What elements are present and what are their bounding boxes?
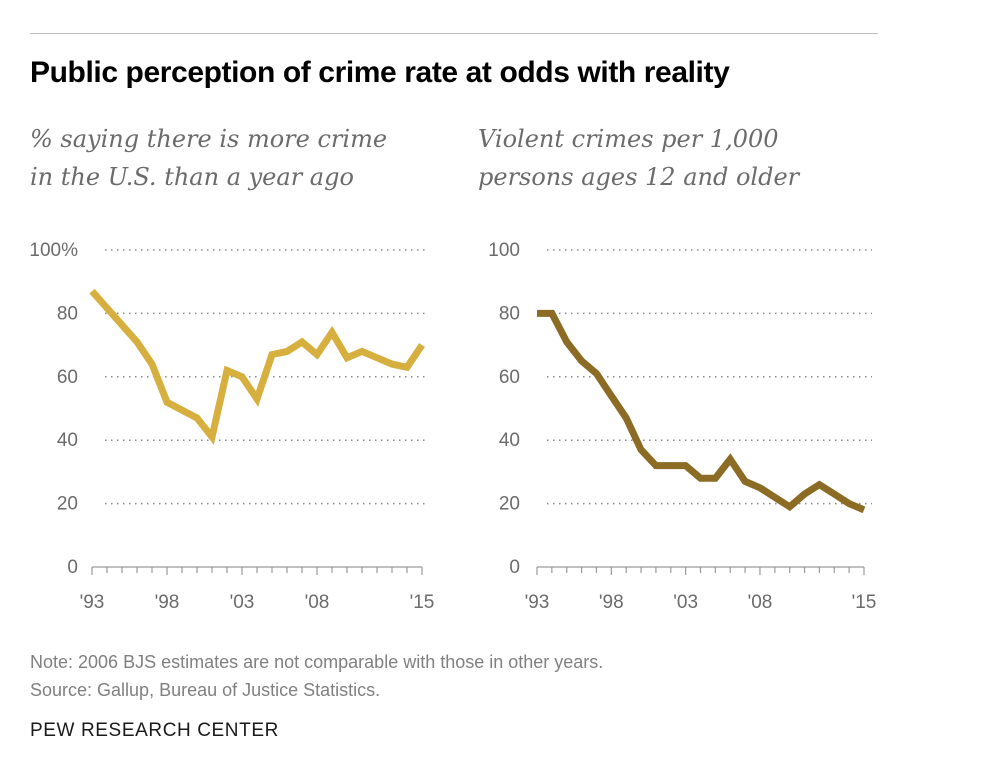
right-x-tick-label-1998: '98 [599,592,624,613]
top-rule [30,33,878,34]
left-x-tick-label-2003: '03 [230,592,255,613]
left-y-tick-label-60: 60 [57,367,78,388]
left-series-line-0 [89,288,425,445]
right-subtitle-line-2: persons ages 12 and older [478,163,800,191]
left-x-tick-label-2008: '08 [305,592,330,613]
right-subtitle-line-1: Violent crimes per 1,000 [478,125,779,153]
charts-canvas: 0 20 40 60 80 100% '93 '98 '03 '08 '15 0 20 40 60 80 100… [29,240,877,613]
left-y-tick-label-0: 0 [67,557,78,578]
footnote: Note: 2006 BJS estimates are not compara… [30,648,603,704]
left-x-tick-label-2015: '15 [410,592,435,613]
left-y-tick-label-40: 40 [57,430,78,451]
left-y-tick-label-80: 80 [57,303,78,324]
right-y-tick-label-80: 80 [499,303,520,324]
right-y-tick-label-60: 60 [499,367,520,388]
right-x-tick-label-2008: '08 [748,592,773,613]
left-y-tick-label-20: 20 [57,494,78,515]
left-subtitle-line-2: in the U.S. than a year ago [30,163,354,191]
right-x-tick-label-2003: '03 [673,592,698,613]
source-text: Source: Gallup, Bureau of Justice Statis… [30,680,381,700]
brand-label: PEW RESEARCH CENTER [30,720,279,741]
right-y-tick-label-40: 40 [499,430,520,451]
right-y-tick-label-0: 0 [509,557,520,578]
right-chart-subtitle: Violent crimes per 1,000 persons ages 12… [478,120,799,196]
left-subtitle-line-1: % saying there is more crime [30,125,388,153]
right-x-tick-label-1993: '93 [525,592,550,613]
left-x-tick-label-1998: '98 [155,592,180,613]
left-chart-subtitle: % saying there is more crime in the U.S.… [30,120,387,196]
left-x-tick-label-1993: '93 [80,592,105,613]
note-text: Note: 2006 BJS estimates are not compara… [30,652,604,672]
chart-title: Public perception of crime rate at odds … [30,56,730,89]
right-x-tick-label-2015: '15 [852,592,877,613]
right-y-tick-label-100: 100 [488,240,520,261]
right-y-tick-label-20: 20 [499,494,520,515]
right-series-line-0 [537,309,866,514]
left-y-tick-label-100: 100% [29,240,78,261]
